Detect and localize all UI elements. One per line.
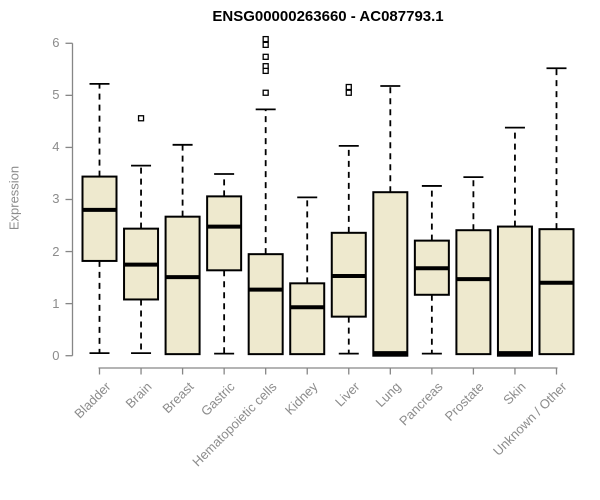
box-hematopoietic-cells bbox=[247, 35, 284, 356]
box-liver bbox=[330, 83, 367, 355]
box-kidney bbox=[289, 196, 326, 356]
iqr-box bbox=[289, 282, 326, 356]
y-tick-label: 4 bbox=[52, 139, 60, 155]
box-skin bbox=[496, 126, 533, 357]
box-unknown-other bbox=[538, 67, 575, 356]
iqr-box bbox=[538, 228, 575, 356]
box-pancreas bbox=[413, 185, 450, 355]
box-gastric bbox=[206, 173, 243, 355]
y-tick-label: 3 bbox=[52, 191, 60, 207]
outlier-marker bbox=[262, 35, 269, 43]
iqr-box bbox=[247, 253, 284, 356]
outlier-marker bbox=[137, 115, 145, 122]
iqr-box bbox=[372, 191, 409, 357]
outlier-marker bbox=[345, 83, 352, 91]
outlier-marker bbox=[262, 53, 269, 60]
box-prostate bbox=[455, 176, 492, 356]
box-lung bbox=[372, 85, 409, 357]
box-bladder bbox=[81, 82, 118, 354]
iqr-box bbox=[81, 175, 118, 262]
outlier-marker bbox=[262, 67, 269, 75]
y-tick-label: 6 bbox=[52, 35, 60, 51]
y-axis-title: Expression bbox=[6, 165, 22, 231]
box-breast bbox=[164, 143, 201, 356]
y-tick-label: 5 bbox=[52, 87, 60, 103]
chart-title: ENSG00000263660 - AC087793.1 bbox=[212, 8, 444, 25]
outlier-marker bbox=[345, 89, 352, 96]
iqr-box bbox=[455, 229, 492, 356]
y-tick-label: 1 bbox=[52, 295, 60, 311]
iqr-box bbox=[496, 225, 533, 357]
outlier-marker bbox=[262, 41, 269, 48]
y-tick-label: 2 bbox=[52, 243, 60, 259]
y-tick-label: 0 bbox=[52, 347, 60, 363]
outlier-marker bbox=[262, 89, 269, 96]
iqr-box bbox=[164, 215, 201, 356]
iqr-box bbox=[206, 195, 243, 272]
box-brain bbox=[123, 115, 160, 354]
